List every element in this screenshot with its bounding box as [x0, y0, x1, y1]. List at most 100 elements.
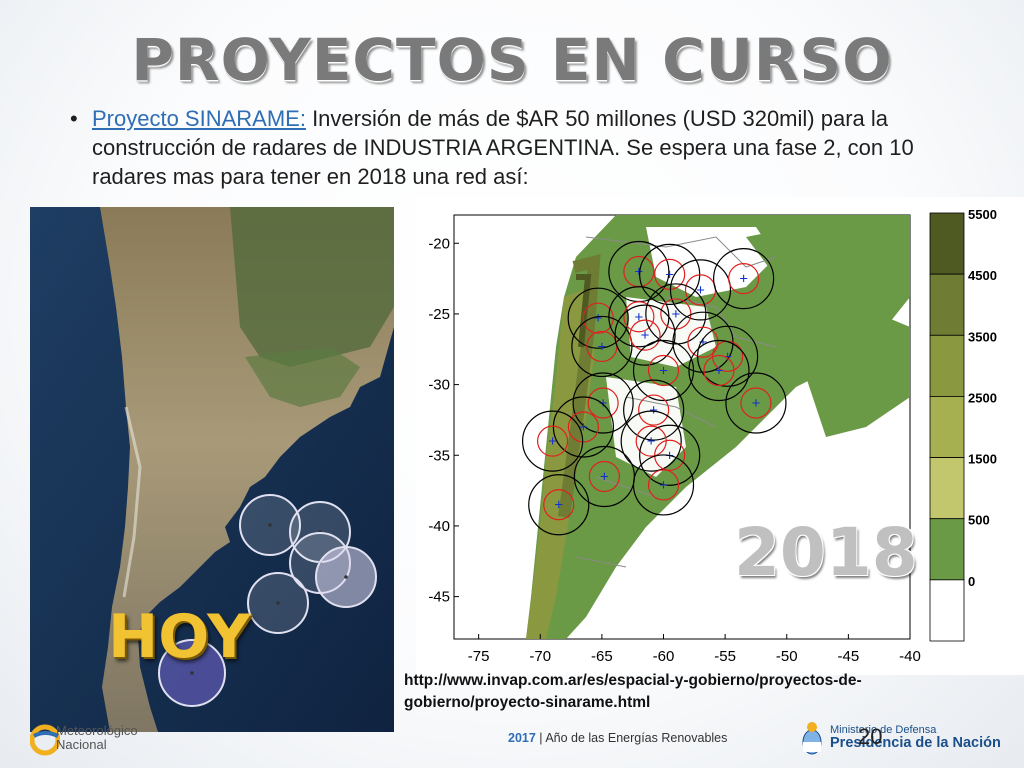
colorbar-label: 0 — [968, 574, 975, 589]
radar-marker: + — [598, 338, 607, 355]
radar-marker: + — [752, 395, 761, 412]
radar-range-inner — [536, 425, 569, 457]
today-radar-center — [268, 523, 272, 527]
x-tick-label: -45 — [838, 648, 860, 665]
footer-slogan: 2017 | Año de las Energías Renovables — [508, 731, 727, 745]
coat-of-arms-icon — [802, 722, 822, 755]
radar-range-outer — [620, 410, 682, 472]
today-radar-center — [276, 601, 280, 605]
y-tick-label: -30 — [428, 377, 450, 394]
x-axis-ticks: -75 -70 -65 -60 -55 -50 -45 -40 — [468, 634, 921, 665]
radar-range-inner — [587, 387, 619, 419]
radar-marker: + — [649, 402, 658, 419]
radar-marker: + — [634, 309, 643, 326]
ministry-line1: Ministerio de Defensa — [830, 724, 937, 736]
y-tick-label: -45 — [428, 589, 450, 606]
radar-range-inner — [638, 394, 670, 426]
colorbar-segment — [929, 396, 965, 458]
radar-range-outer — [623, 379, 685, 441]
radar-marker: + — [554, 497, 563, 514]
satellite-svg — [30, 207, 394, 732]
source-url[interactable]: http://www.invap.com.ar/es/espacial-y-go… — [404, 672, 862, 711]
smn-name-line1: Meteorológico — [56, 723, 138, 738]
colorbar-label: 1500 — [968, 452, 997, 467]
radar-range-inner — [703, 354, 735, 387]
radar-marker: + — [641, 327, 650, 344]
radar-range-outer — [639, 424, 701, 486]
y-tick-label: -40 — [428, 518, 450, 535]
smn-logo-icon — [30, 724, 60, 756]
radar-network-map: + + + + + + + + + + + + + + + + + + + + + + + -75 -70 -65 -60 -55-… — [416, 197, 1024, 675]
radar-range-outer — [645, 283, 707, 345]
radar-marker: + — [634, 264, 643, 281]
radar-range-outer — [632, 454, 695, 516]
y-tick-label: -20 — [428, 235, 450, 252]
radar-range-outer — [571, 315, 633, 378]
x-tick-label: -60 — [653, 648, 675, 665]
smn-name: Meteorológico Nacional — [56, 724, 138, 752]
footer-slogan-text: | Año de las Energías Renovables — [535, 731, 728, 745]
radar-range-inner — [740, 387, 772, 419]
colorbar-label: 5500 — [968, 207, 997, 222]
radar-range-outer — [697, 325, 759, 387]
colorbar-label: 3500 — [968, 329, 997, 344]
radar-range-outer — [688, 339, 750, 402]
elevation-colorbar: 5500 4500 3500 2500 1500 500 0 — [929, 207, 997, 642]
radar-range-inner — [567, 411, 600, 443]
bullet-text: Inversión de más de $AR 50 millones (USD… — [92, 106, 914, 189]
x-tick-label: -65 — [591, 648, 613, 665]
colorbar-segment — [929, 334, 965, 397]
y-tick-label: -35 — [428, 447, 450, 464]
smn-name-line2: Nacional — [56, 737, 107, 752]
colorbar-segment — [929, 518, 965, 581]
radar-marker: + — [659, 477, 668, 494]
radar-marker: + — [594, 310, 603, 327]
x-tick-label: -50 — [776, 648, 798, 665]
radar-range-inner — [728, 262, 760, 295]
radar-marker: + — [699, 334, 708, 351]
colorbar-segment — [929, 212, 965, 275]
radar-range-outer — [713, 247, 775, 310]
radar-range-outer — [614, 304, 676, 366]
map-terrain — [526, 215, 910, 639]
year-2018-label: 2018 — [734, 514, 918, 591]
radar-marker: + — [600, 468, 609, 485]
radar-range-outer — [725, 372, 787, 434]
radar-range-outer — [632, 339, 695, 402]
map-radar-markers: + ++++ + +++ +++ ++ + +++ +++ ++ — [521, 240, 787, 536]
ministry-text: Ministerio de Defensa Presidencia de la … — [830, 724, 1001, 750]
radar-range-outer — [528, 474, 590, 536]
radar-marker: + — [579, 419, 588, 436]
radar-marker: + — [739, 271, 748, 288]
x-tick-label: -55 — [714, 648, 736, 665]
x-tick-label: -70 — [529, 648, 551, 665]
satellite-radar-circles — [158, 494, 377, 707]
radar-marker: + — [599, 395, 608, 412]
radar-range-inner — [647, 354, 680, 387]
colorbar-label: 2500 — [968, 390, 997, 405]
x-tick-label: -40 — [899, 648, 921, 665]
radar-range-outer — [572, 372, 634, 434]
radar-marker: + — [665, 266, 674, 283]
x-tick-label: -75 — [468, 648, 490, 665]
project-link[interactable]: Proyecto SINARAME: — [92, 106, 306, 131]
radar-range-inner — [629, 319, 661, 351]
today-radar-center — [190, 671, 194, 675]
radar-range-inner — [543, 489, 575, 521]
radar-range-inner — [647, 469, 680, 501]
radar-range-outer — [567, 287, 629, 349]
radar-range-inner — [588, 460, 620, 493]
footer-year: 2017 — [508, 731, 536, 745]
bullet-paragraph: • Proyecto SINARAME: Inversión de más de … — [70, 104, 992, 191]
radar-range-inner — [687, 326, 719, 358]
colorbar-label: 500 — [968, 513, 990, 528]
bullet-dot: • — [70, 106, 78, 131]
colorbar-segment — [929, 579, 965, 642]
radar-marker: + — [696, 282, 705, 299]
hoy-label: HOY — [108, 602, 251, 672]
radar-marker: + — [723, 348, 732, 365]
radar-marker: + — [647, 433, 656, 450]
radar-range-inner — [654, 258, 686, 290]
radar-marker: + — [715, 362, 724, 379]
y-axis-ticks: -20 -25 -30 -35 -40 -45 — [428, 235, 459, 606]
